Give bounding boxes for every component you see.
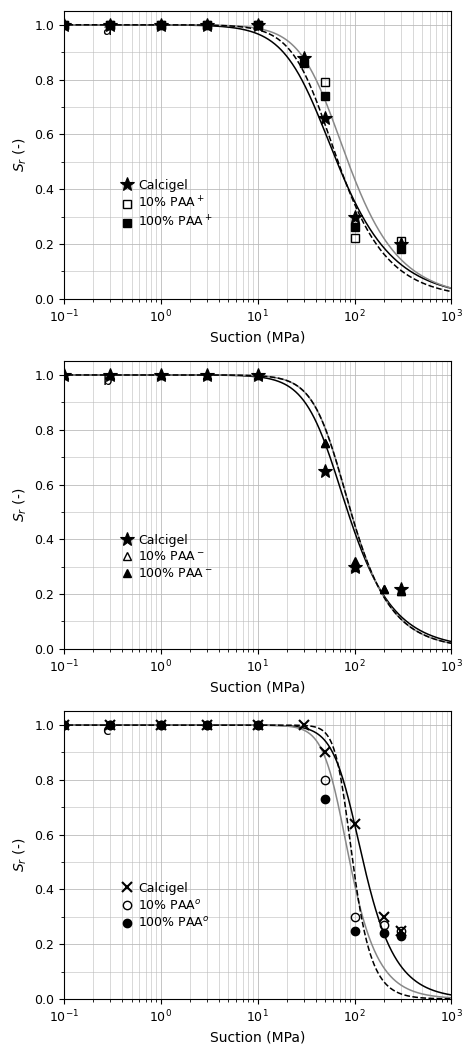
Y-axis label: $S_r$ (-): $S_r$ (-) — [11, 488, 28, 522]
Y-axis label: $S_r$ (-): $S_r$ (-) — [11, 838, 28, 872]
X-axis label: Suction (MPa): Suction (MPa) — [210, 331, 305, 344]
X-axis label: Suction (MPa): Suction (MPa) — [210, 681, 305, 695]
Text: a: a — [102, 22, 112, 38]
Text: c: c — [102, 723, 111, 738]
X-axis label: Suction (MPa): Suction (MPa) — [210, 1031, 305, 1044]
Legend: Calcigel, 10% PAA$^o$, 100% PAA$^o$: Calcigel, 10% PAA$^o$, 100% PAA$^o$ — [117, 876, 214, 936]
Text: b: b — [102, 373, 112, 388]
Y-axis label: $S_r$ (-): $S_r$ (-) — [11, 137, 28, 172]
Legend: Calcigel, 10% PAA$^+$, 100% PAA$^+$: Calcigel, 10% PAA$^+$, 100% PAA$^+$ — [117, 174, 218, 234]
Legend: Calcigel, 10% PAA$^-$, 100% PAA$^-$: Calcigel, 10% PAA$^-$, 100% PAA$^-$ — [117, 529, 218, 585]
